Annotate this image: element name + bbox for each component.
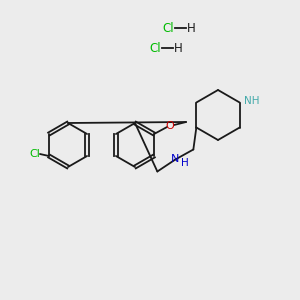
Text: Cl: Cl	[29, 149, 40, 159]
Text: H: H	[187, 22, 195, 34]
Text: H: H	[174, 41, 182, 55]
Text: O: O	[166, 121, 174, 131]
Text: Cl: Cl	[149, 41, 161, 55]
Text: N: N	[171, 154, 179, 164]
Text: NH: NH	[244, 95, 259, 106]
Text: Cl: Cl	[162, 22, 174, 34]
Text: H: H	[182, 158, 189, 169]
